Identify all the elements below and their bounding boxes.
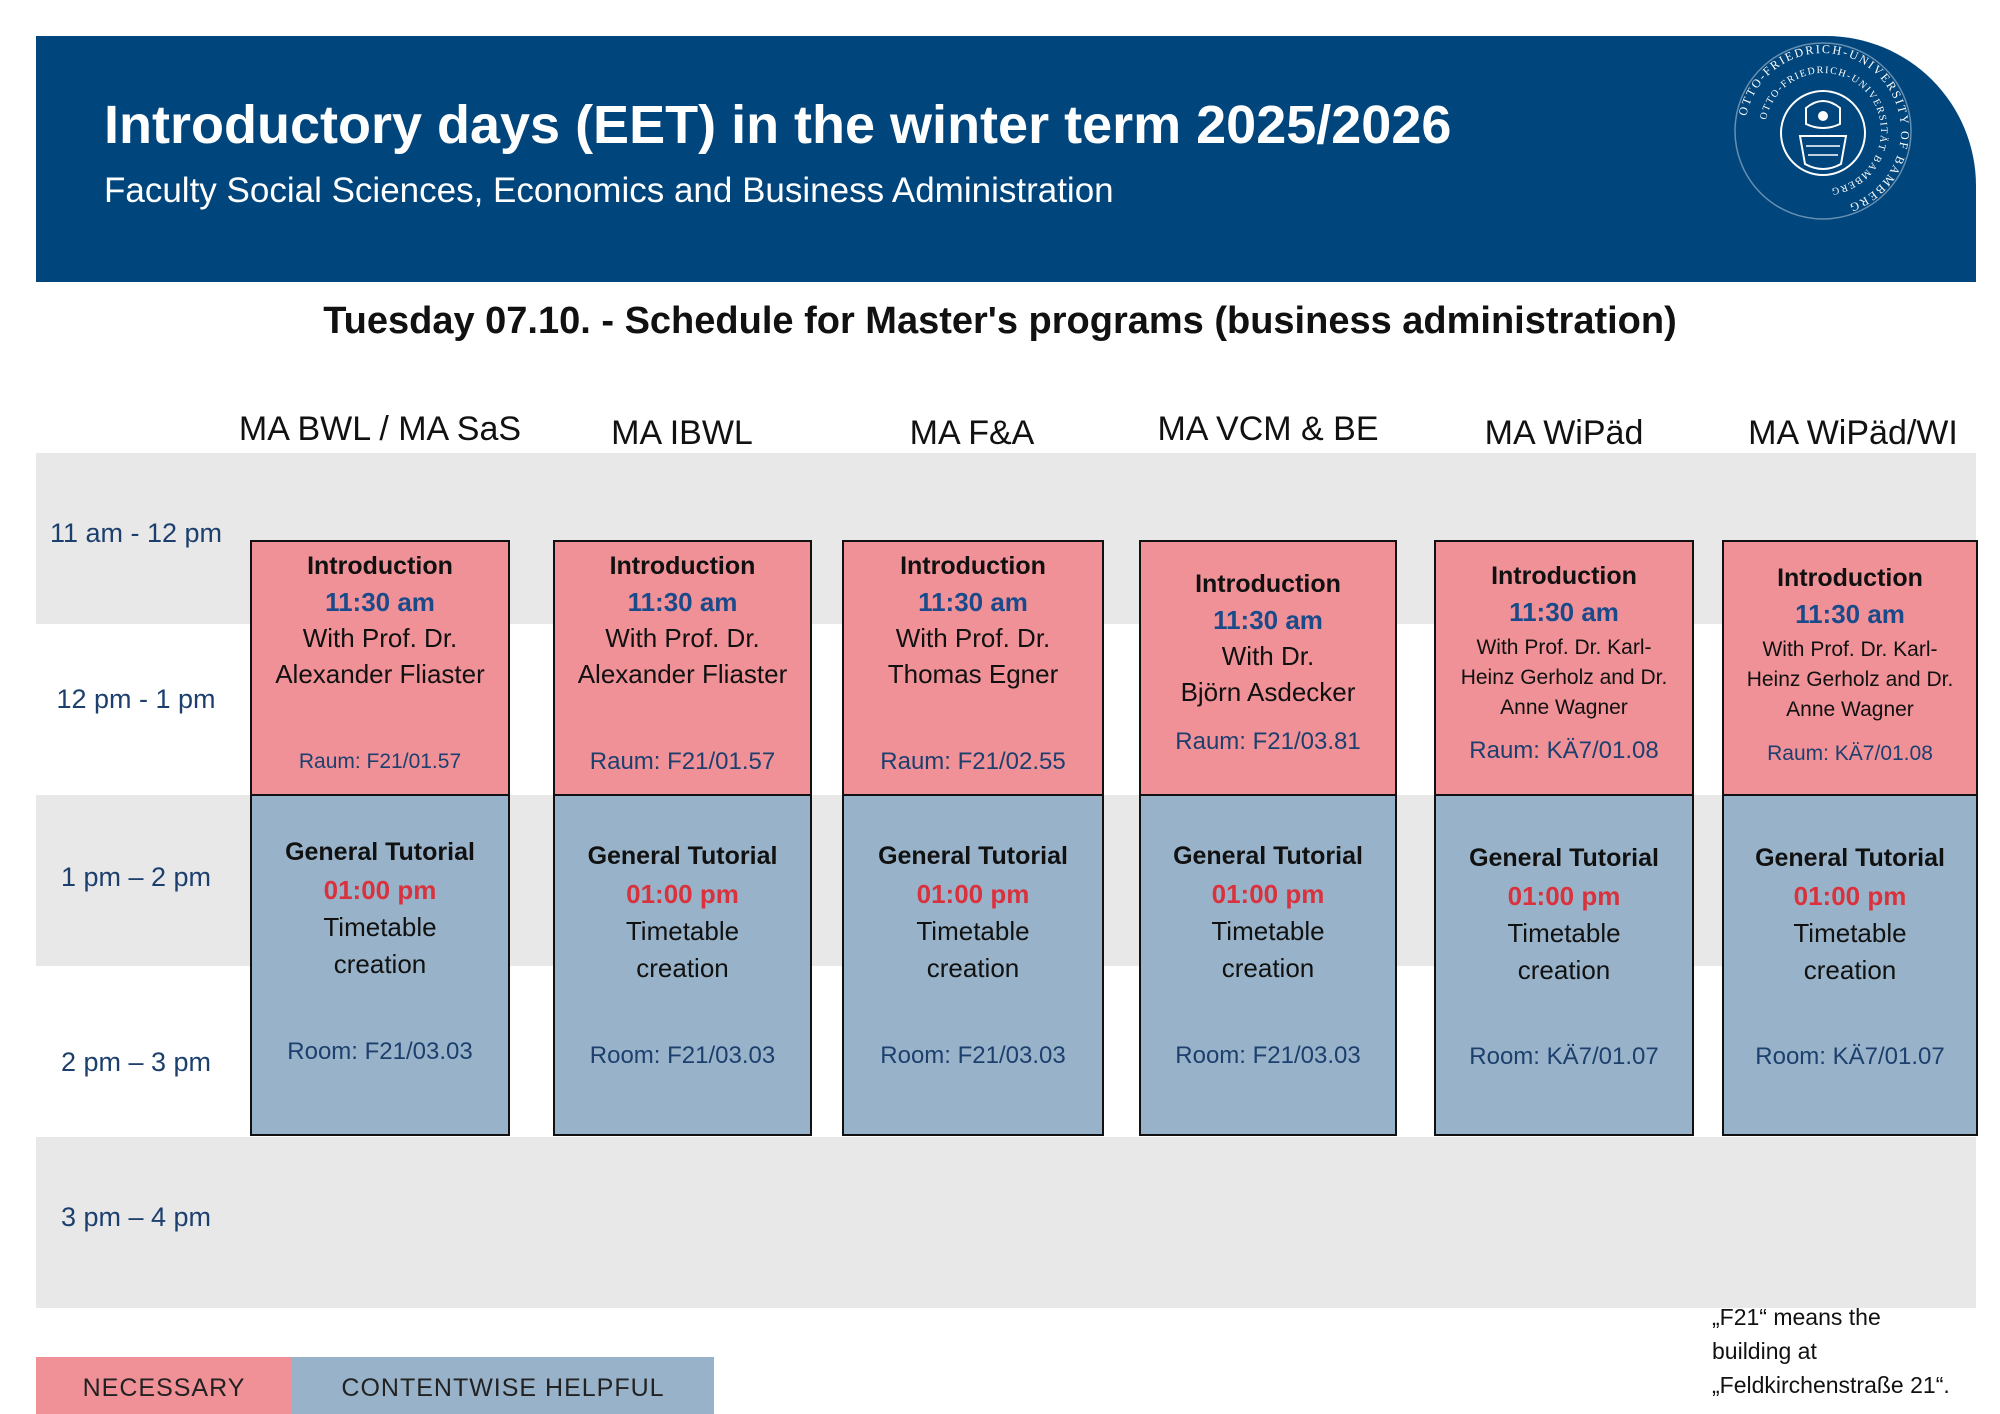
session-title: General Tutorial: [1469, 844, 1659, 872]
svg-text:OTTO-FRIEDRICH-UNIVERSITÄT BAM: OTTO-FRIEDRICH-UNIVERSITÄT BAMBERG: [1758, 65, 1890, 197]
column-header: MA VCM & BE: [1157, 410, 1379, 448]
session-host: Heinz Gerholz and Dr.: [1746, 668, 1954, 691]
page-title: Introductory days (EET) in the winter te…: [104, 95, 1452, 155]
introduction-session-box: Introduction 11:30 am With Prof. Dr. Tho…: [842, 540, 1104, 796]
time-slot-label: 3 pm – 4 pm: [60, 1202, 212, 1232]
introduction-session-box: Introduction 11:30 am With Prof. Dr. Kar…: [1434, 540, 1694, 796]
footnote-line: „F21“ means the: [1712, 1304, 1881, 1330]
general-tutorial-box: General Tutorial 01:00 pm Timetable crea…: [553, 794, 812, 1136]
session-title: Introduction: [900, 552, 1046, 580]
session-host: Thomas Egner: [887, 659, 1059, 689]
session-title: General Tutorial: [1755, 844, 1945, 872]
session-title: General Tutorial: [285, 838, 475, 866]
session-time: 11:30 am: [1509, 597, 1619, 627]
session-time: 01:00 pm: [323, 875, 437, 905]
session-room: Raum: KÄ7/01.08: [1767, 742, 1933, 765]
session-time: 01:00 pm: [1211, 879, 1325, 909]
legend-necessary: NECESSARY: [36, 1357, 292, 1414]
session-host: Anne Wagner: [1500, 696, 1628, 719]
introduction-session-box: Introduction 11:30 am With Prof. Dr. Ale…: [553, 540, 812, 796]
session-host: With Prof. Dr. Karl-: [1762, 638, 1938, 661]
session-title: General Tutorial: [587, 842, 778, 870]
session-room: Room: F21/03.03: [287, 1038, 473, 1065]
session-room: Room: KÄ7/01.07: [1469, 1043, 1659, 1070]
session-description: Timetable: [323, 912, 437, 942]
session-description: Timetable: [916, 916, 1030, 946]
session-host: Alexander Fliaster: [577, 659, 788, 689]
session-room: Room: KÄ7/01.07: [1755, 1043, 1945, 1070]
session-time: 01:00 pm: [1507, 881, 1621, 911]
session-room: Raum: F21/01.57: [298, 750, 462, 773]
session-title: General Tutorial: [878, 842, 1068, 870]
session-time: 11:30 am: [1213, 605, 1323, 635]
session-description: creation: [1221, 953, 1315, 983]
session-room: Raum: F21/03.81: [1175, 728, 1361, 755]
general-tutorial-box: General Tutorial 01:00 pm Timetable crea…: [1434, 794, 1694, 1136]
column-header: MA BWL / MA SaS: [238, 410, 522, 448]
introduction-session-box: Introduction 11:30 am With Prof. Dr. Kar…: [1722, 540, 1978, 796]
column-header: MA WiPäd/WI: [1748, 414, 1958, 452]
schedule-title: Tuesday 07.10. - Schedule for Master's p…: [323, 300, 1677, 342]
session-host: Anne Wagner: [1786, 698, 1914, 721]
time-slot-label: 2 pm – 3 pm: [60, 1047, 212, 1077]
university-seal-icon: OTTO-FRIEDRICH-UNIVERSITY OF BAMBERG OTT…: [1734, 42, 1912, 220]
introduction-session-box: Introduction 11:30 am With Prof. Dr. Ale…: [250, 540, 510, 796]
session-time: 11:30 am: [325, 587, 435, 617]
session-description: Timetable: [1793, 918, 1907, 948]
session-description: Timetable: [1211, 916, 1325, 946]
session-host: Heinz Gerholz and Dr.: [1460, 666, 1668, 689]
seal-text-inner: OTTO-FRIEDRICH-UNIVERSITÄT BAMBERG: [1758, 65, 1888, 197]
column-header: MA F&A: [909, 414, 1035, 452]
footnote-line: „Feldkirchenstraße 21“.: [1712, 1372, 1950, 1398]
session-host: Alexander Fliaster: [275, 659, 485, 689]
session-title: General Tutorial: [1173, 842, 1363, 870]
session-host: With Prof. Dr.: [302, 623, 458, 653]
session-time: 11:30 am: [627, 587, 738, 617]
session-host: With Prof. Dr.: [605, 623, 760, 653]
page-subtitle: Faculty Social Sciences, Economics and B…: [104, 171, 1114, 210]
session-host: With Prof. Dr. Karl-: [1476, 636, 1652, 659]
session-host: Björn Asdecker: [1180, 677, 1356, 707]
session-room: Room: F21/03.03: [589, 1042, 776, 1069]
session-room: Raum: F21/01.57: [589, 748, 776, 775]
band-3pm: [36, 1137, 1976, 1308]
session-description: creation: [926, 953, 1020, 983]
session-room: Raum: F21/02.55: [880, 748, 1066, 775]
building-footnote: „F21“ means the building at „Feldkirchen…: [1712, 1300, 1950, 1402]
session-time: 01:00 pm: [916, 879, 1030, 909]
session-time: 01:00 pm: [1793, 881, 1907, 911]
footnote-line: building at: [1712, 1338, 1817, 1364]
session-description: Timetable: [1507, 918, 1621, 948]
general-tutorial-box: General Tutorial 01:00 pm Timetable crea…: [250, 794, 510, 1136]
time-slot-label: 1 pm – 2 pm: [60, 862, 212, 892]
session-description: creation: [333, 949, 427, 979]
session-description: Timetable: [625, 916, 740, 946]
session-room: Raum: KÄ7/01.08: [1469, 737, 1659, 764]
session-host: With Prof. Dr.: [895, 623, 1051, 653]
session-description: creation: [1517, 955, 1611, 985]
session-description: creation: [1803, 955, 1897, 985]
session-title: Introduction: [1491, 562, 1637, 590]
session-title: Introduction: [1777, 564, 1923, 592]
general-tutorial-box: General Tutorial 01:00 pm Timetable crea…: [1139, 794, 1397, 1136]
header-banner: Introductory days (EET) in the winter te…: [36, 36, 1976, 282]
general-tutorial-box: General Tutorial 01:00 pm Timetable crea…: [842, 794, 1104, 1136]
column-header: MA IBWL: [611, 414, 753, 452]
session-room: Room: F21/03.03: [1175, 1042, 1361, 1069]
session-host: With Dr.: [1221, 641, 1315, 671]
session-time: 01:00 pm: [626, 879, 739, 909]
time-slot-label: 12 pm - 1 pm: [56, 684, 216, 714]
session-room: Room: F21/03.03: [880, 1042, 1066, 1069]
session-time: 11:30 am: [1795, 599, 1905, 629]
column-header: MA WiPäd: [1484, 414, 1644, 452]
session-title: Introduction: [609, 552, 756, 580]
general-tutorial-box: General Tutorial 01:00 pm Timetable crea…: [1722, 794, 1978, 1136]
time-slot-label: 11 am - 12 pm: [49, 518, 223, 548]
session-title: Introduction: [1195, 570, 1341, 598]
introduction-session-box: Introduction 11:30 am With Dr. Björn Asd…: [1139, 540, 1397, 796]
legend-contentwise-helpful: CONTENTWISE HELPFUL: [292, 1357, 714, 1414]
session-time: 11:30 am: [918, 587, 1028, 617]
session-title: Introduction: [307, 552, 453, 580]
session-description: creation: [636, 953, 729, 983]
